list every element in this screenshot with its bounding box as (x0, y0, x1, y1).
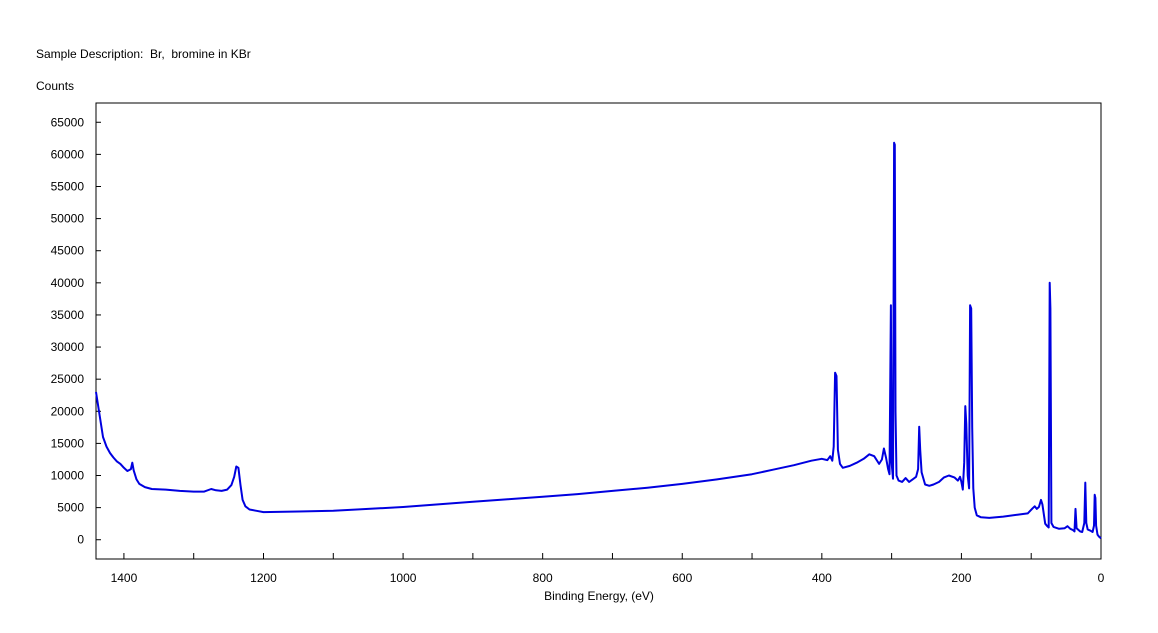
y-tick-label: 65000 (51, 115, 85, 129)
x-tick-label: 600 (672, 571, 692, 585)
y-axis-title: Counts (36, 79, 75, 93)
plot-frame (95, 102, 1102, 560)
spectrum-line (95, 141, 1102, 540)
y-tick-label: 35000 (51, 308, 85, 322)
x-axis: 1400 1200 1000 800 600 400 200 0 (111, 553, 1105, 585)
y-tick-label: 10000 (51, 469, 85, 483)
x-tick-label: 1200 (250, 571, 277, 585)
y-tick-label: 55000 (51, 179, 85, 193)
y-tick-label: 20000 (51, 404, 85, 418)
x-tick-label: 1000 (390, 571, 417, 585)
y-tick-label: 60000 (51, 147, 85, 161)
y-tick-label: 25000 (51, 372, 85, 386)
y-tick-label: 50000 (51, 212, 85, 226)
y-tick-label: 40000 (51, 276, 85, 290)
y-tick-label: 5000 (57, 501, 84, 515)
x-tick-label: 1400 (111, 571, 138, 585)
sample-description: Sample Description: Br, bromine in KBr (36, 47, 251, 61)
y-tick-label: 30000 (51, 340, 85, 354)
x-tick-label: 0 (1098, 571, 1105, 585)
y-tick-label: 0 (77, 533, 84, 547)
x-tick-label: 400 (812, 571, 832, 585)
y-axis: 0 5000 10000 15000 20000 25000 30000 35000 40000… (51, 115, 101, 547)
x-tick-label: 200 (951, 571, 971, 585)
x-tick-label: 800 (533, 571, 553, 585)
x-axis-title: Binding Energy, (eV) (544, 589, 654, 603)
y-tick-label: 45000 (51, 244, 85, 258)
y-tick-label: 15000 (51, 436, 85, 450)
